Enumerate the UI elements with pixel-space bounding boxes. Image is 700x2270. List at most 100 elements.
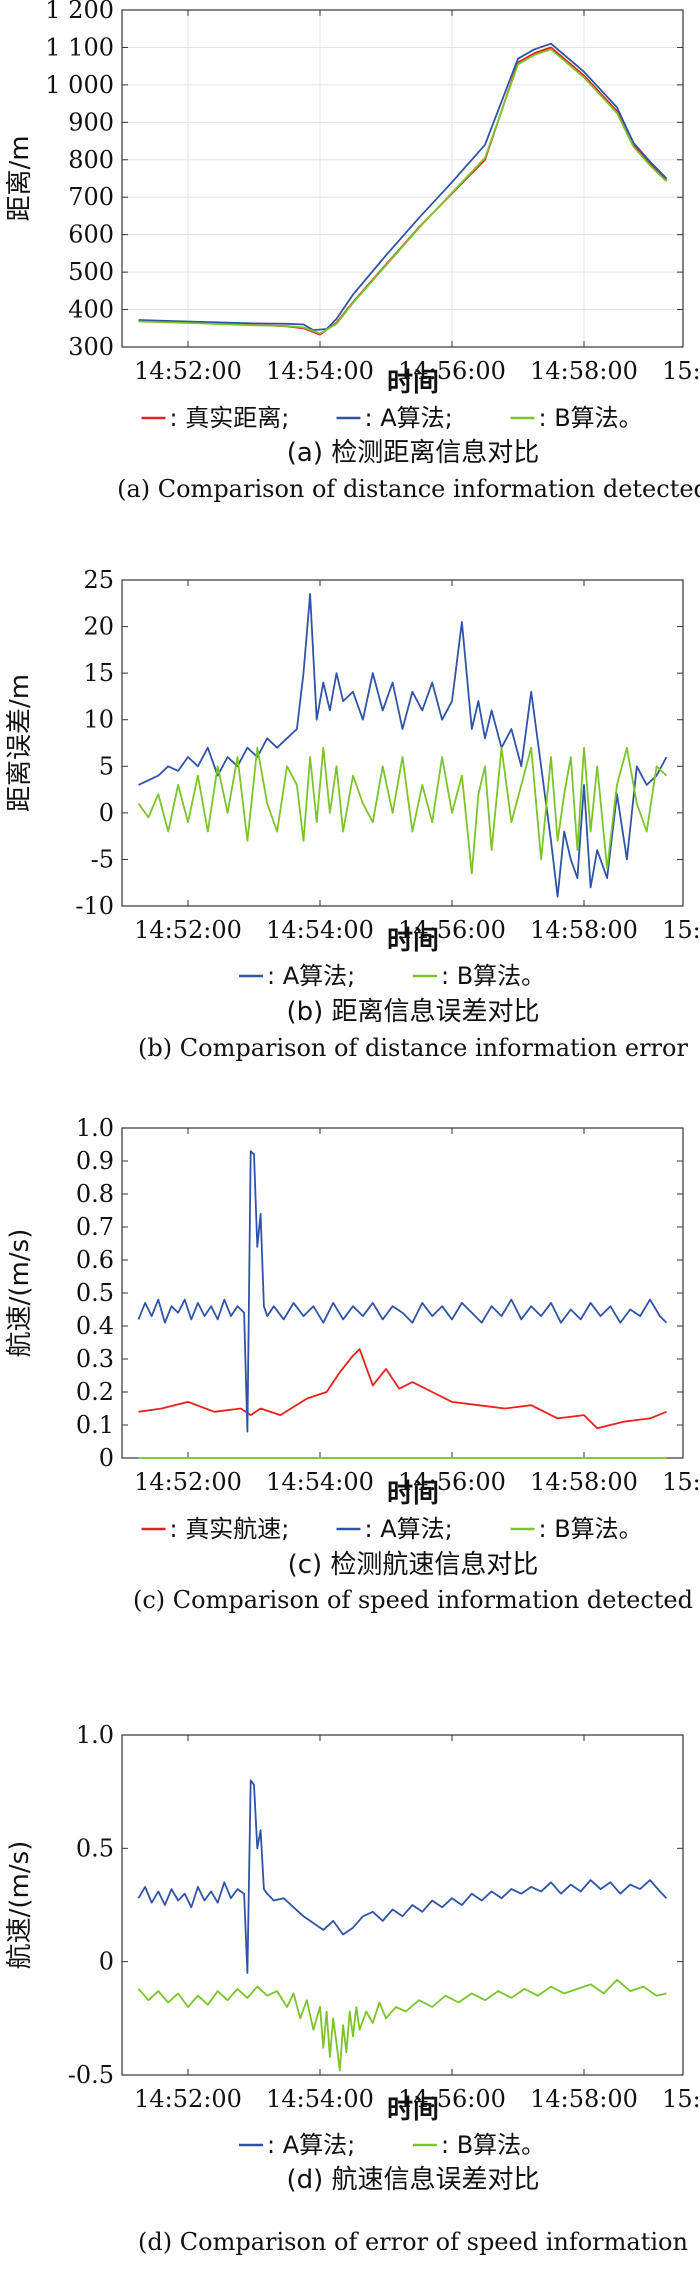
- y-axis-label: 距离误差/m: [5, 674, 35, 812]
- x-tick-label: 14:54:00: [266, 357, 374, 385]
- y-tick-label: 0.3: [76, 1345, 114, 1373]
- x-tick-label: 14:58:00: [530, 357, 638, 385]
- series-line-a-1: [138, 42, 668, 331]
- chart-panel-d: -0.5 0 0.5 1.0 14:52:00 14:54:00 14:56:00 14:58…: [5, 1721, 700, 2256]
- legend-label: : B算法。: [441, 962, 545, 990]
- y-tick-label: 5: [99, 752, 114, 780]
- legend-label: : A算法;: [365, 404, 453, 432]
- x-tick-label: 14:54:00: [266, 1468, 374, 1496]
- y-tick-label: 0.4: [76, 1312, 114, 1340]
- y-tick-label: 0.9: [76, 1147, 114, 1175]
- y-tick-label: 0.5: [76, 1834, 114, 1862]
- series-line-c-1: [137, 1150, 668, 1433]
- x-tick-label: 15:00:00: [662, 1468, 700, 1496]
- y-tick-label: 300: [68, 333, 114, 361]
- caption-english: (a) Comparison of distance information d…: [117, 475, 700, 503]
- x-axis-label: 时间: [387, 368, 439, 398]
- caption-english: (c) Comparison of speed information dete…: [133, 1586, 693, 1614]
- plot-frame: [121, 579, 684, 907]
- x-axis-label: 时间: [387, 926, 439, 956]
- caption-english: (d) Comparison of error of speed informa…: [138, 2228, 688, 2256]
- y-tick-label: 15: [83, 659, 114, 687]
- series-line-a-2: [138, 48, 668, 335]
- plot-frame: [121, 9, 684, 348]
- y-tick-label: 0.7: [76, 1213, 114, 1241]
- y-tick-label: -5: [91, 845, 114, 873]
- chart-panel-c: 0 0.1 0.2 0.3 0.4 0.5 0.6 0.7 0.8 0.9 1.0 14:52:00 1…: [5, 1114, 700, 1614]
- y-tick-label: 0.2: [76, 1378, 114, 1406]
- y-axis-label: 距离/m: [5, 135, 35, 221]
- y-tick-label: 1.0: [76, 1114, 114, 1142]
- y-tick-label: 0.8: [76, 1180, 114, 1208]
- x-axis-label: 时间: [387, 1479, 439, 1509]
- x-tick-label: 14:56:00: [398, 1468, 506, 1496]
- series-line-d-1: [137, 1978, 667, 2072]
- series-line-d-0: [137, 1779, 668, 1974]
- legend: : 真实距离; : A算法; : B算法。: [141, 404, 643, 432]
- x-tick-label: 14:58:00: [530, 1468, 638, 1496]
- chart-panel-a: 300 400 500 600 700 800 900 1 000 1 100 1 200 14:5…: [5, 0, 700, 503]
- y-tick-label: 800: [68, 146, 114, 174]
- x-tick-label: 14:54:00: [266, 2085, 374, 2113]
- y-axis-label: 航速/(m/s): [5, 1229, 35, 1358]
- chart-panel-b: -10 -5 0 5 10 15 20 25 14:52:00 14:54:00 14:56:00 1…: [5, 566, 700, 1062]
- x-tick-label: 14:52:00: [134, 2085, 242, 2113]
- legend-label: : B算法。: [539, 1515, 643, 1543]
- caption-chinese: (d) 航速信息误差对比: [286, 2165, 539, 2195]
- caption-chinese: (c) 检测航速信息对比: [288, 1550, 539, 1580]
- x-tick-label: 14:52:00: [134, 1468, 242, 1496]
- caption-english: (b) Comparison of distance information e…: [138, 1034, 688, 1062]
- y-tick-label: 25: [83, 566, 114, 594]
- series-line-a-0: [138, 46, 668, 336]
- x-tick-label: 15:00:00: [662, 2085, 700, 2113]
- x-tick-label: 14:56:00: [398, 916, 506, 944]
- legend-label: : B算法。: [539, 404, 643, 432]
- y-tick-label: -10: [75, 892, 114, 920]
- x-tick-label: 14:58:00: [530, 916, 638, 944]
- legend-label: : A算法;: [267, 2131, 355, 2159]
- y-tick-label: -0.5: [68, 2061, 114, 2089]
- legend: : A算法; : B算法。: [239, 962, 545, 990]
- plot-frame: [121, 1734, 684, 2076]
- y-tick-label: 600: [68, 221, 114, 249]
- x-axis-label: 时间: [387, 2095, 439, 2125]
- y-tick-label: 0: [99, 1444, 114, 1472]
- y-tick-label: 10: [83, 706, 114, 734]
- y-tick-label: 0.5: [76, 1279, 114, 1307]
- x-tick-label: 14:52:00: [134, 357, 242, 385]
- y-axis-label: 航速/(m/s): [5, 1841, 35, 1970]
- x-tick-label: 15:00:00: [662, 916, 700, 944]
- y-tick-label: 0: [99, 799, 114, 827]
- y-tick-label: 1 000: [45, 71, 114, 99]
- series-line-b-1: [137, 746, 668, 875]
- x-tick-label: 14:54:00: [266, 916, 374, 944]
- legend-label: : A算法;: [267, 962, 355, 990]
- x-tick-label: 15:00:00: [662, 357, 700, 385]
- y-tick-label: 900: [68, 108, 114, 136]
- y-tick-label: 20: [83, 613, 114, 641]
- y-tick-label: 0.1: [76, 1411, 114, 1439]
- series-line-c-0: [138, 1348, 667, 1430]
- y-tick-label: 700: [68, 183, 114, 211]
- legend-label: : B算法。: [441, 2131, 545, 2159]
- y-tick-label: 500: [68, 258, 114, 286]
- x-tick-label: 14:52:00: [134, 916, 242, 944]
- legend: : A算法; : B算法。: [239, 2131, 545, 2159]
- y-tick-label: 1 200: [45, 0, 114, 24]
- legend: : 真实航速; : A算法; : B算法。: [141, 1515, 643, 1543]
- legend-label: : A算法;: [365, 1515, 453, 1543]
- y-tick-label: 0.6: [76, 1246, 114, 1274]
- legend-label: : 真实航速;: [170, 1515, 290, 1543]
- y-tick-label: 1.0: [76, 1721, 114, 1749]
- x-tick-label: 14:56:00: [398, 2085, 506, 2113]
- y-tick-label: 400: [68, 296, 114, 324]
- y-tick-label: 0: [99, 1948, 114, 1976]
- caption-chinese: (b) 距离信息误差对比: [286, 997, 539, 1027]
- caption-chinese: (a) 检测距离信息对比: [287, 438, 540, 468]
- y-tick-label: 1 100: [45, 33, 114, 61]
- legend-label: : 真实距离;: [170, 404, 290, 432]
- x-tick-label: 14:56:00: [398, 357, 506, 385]
- x-tick-label: 14:58:00: [530, 2085, 638, 2113]
- series-line-b-0: [138, 593, 668, 898]
